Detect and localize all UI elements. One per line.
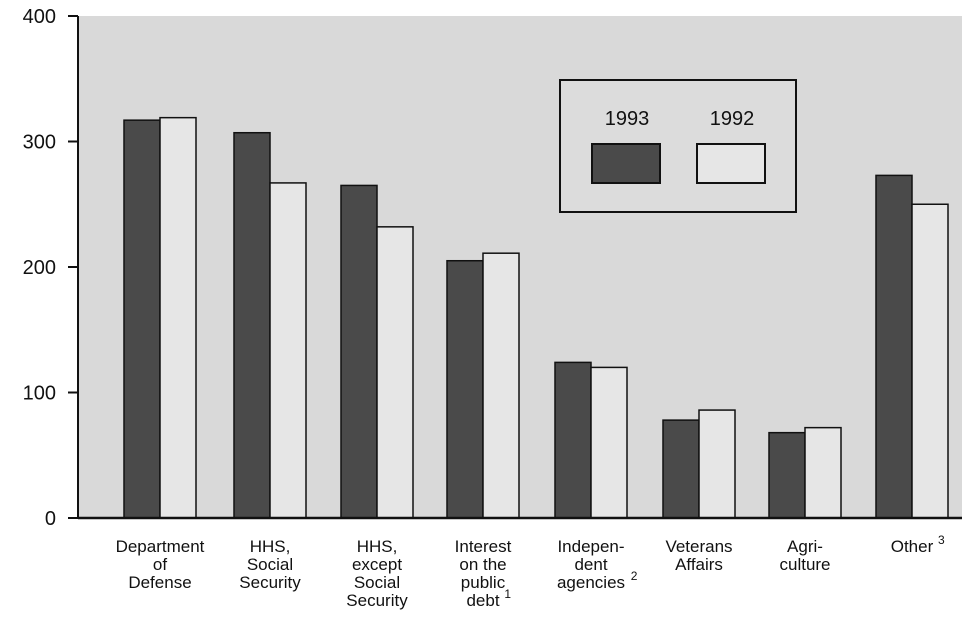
bar-1992-7: [911, 203, 949, 519]
category-label-line: debt: [466, 591, 499, 610]
category-label-line: Social: [247, 555, 293, 574]
category-label: Other 3: [891, 533, 945, 556]
bar-1993-6: [768, 431, 806, 519]
category-label-line: Defense: [128, 573, 191, 592]
category-footnote-marker: 1: [504, 587, 511, 601]
category-label-line: Agri-: [787, 537, 823, 556]
bar-1993-4: [554, 361, 592, 519]
category-label-line: Social: [354, 573, 400, 592]
y-tick-label: 200: [23, 257, 56, 279]
category-labels: DepartmentofDefenseHHS,SocialSecurityHHS…: [116, 533, 945, 610]
bar-1993-0: [123, 119, 161, 519]
category-label: Agri-culture: [779, 537, 830, 574]
category-footnote-marker: 2: [631, 569, 638, 583]
bar-1992-1: [269, 182, 307, 519]
y-tick-label: 100: [23, 383, 56, 405]
category-label-line: Other: [891, 537, 934, 556]
category-label-line: culture: [779, 555, 830, 574]
legend-label-1992: 1992: [710, 108, 755, 130]
category-label-line: Affairs: [675, 555, 723, 574]
category-label-line: Interest: [455, 537, 512, 556]
category-label-line: of: [153, 555, 167, 574]
bars: [123, 116, 949, 519]
bar-1993-3: [446, 259, 484, 519]
bar-1993-2: [340, 184, 378, 519]
bar-1993-7: [875, 174, 913, 519]
bar-1992-5: [698, 409, 736, 519]
bar-1993-5: [662, 419, 700, 519]
category-label-line: Veterans: [665, 537, 732, 556]
category-label-line: except: [352, 555, 402, 574]
y-axis-ticks: 0 100 200 300 400: [23, 6, 78, 530]
bar-1993-1: [233, 131, 271, 519]
category-footnote-marker: 3: [938, 533, 945, 547]
category-label-line: Department: [116, 537, 205, 556]
bar-1992-4: [590, 366, 628, 519]
category-label-line: HHS,: [357, 537, 398, 556]
bar-1992-0: [159, 116, 197, 519]
category-label-line: agencies: [557, 573, 625, 592]
y-tick-label: 0: [45, 508, 56, 530]
y-tick-label: 300: [23, 132, 56, 154]
legend-swatch-1992: [696, 143, 766, 184]
category-label-line: dent: [574, 555, 607, 574]
category-label-line: HHS,: [250, 537, 291, 556]
category-label-line: Security: [239, 573, 301, 592]
category-label-line: on the: [459, 555, 506, 574]
bar-1992-3: [482, 252, 520, 519]
legend: 1993 1992: [559, 79, 797, 213]
category-label-line: public: [461, 573, 506, 592]
legend-swatch-1993: [591, 143, 661, 184]
legend-label-1993: 1993: [605, 108, 650, 130]
category-label-line: Security: [346, 591, 408, 610]
y-tick-label: 400: [23, 6, 56, 28]
bar-1992-6: [804, 426, 842, 519]
bar-1992-2: [376, 226, 414, 519]
category-label-line: Indepen-: [557, 537, 624, 556]
